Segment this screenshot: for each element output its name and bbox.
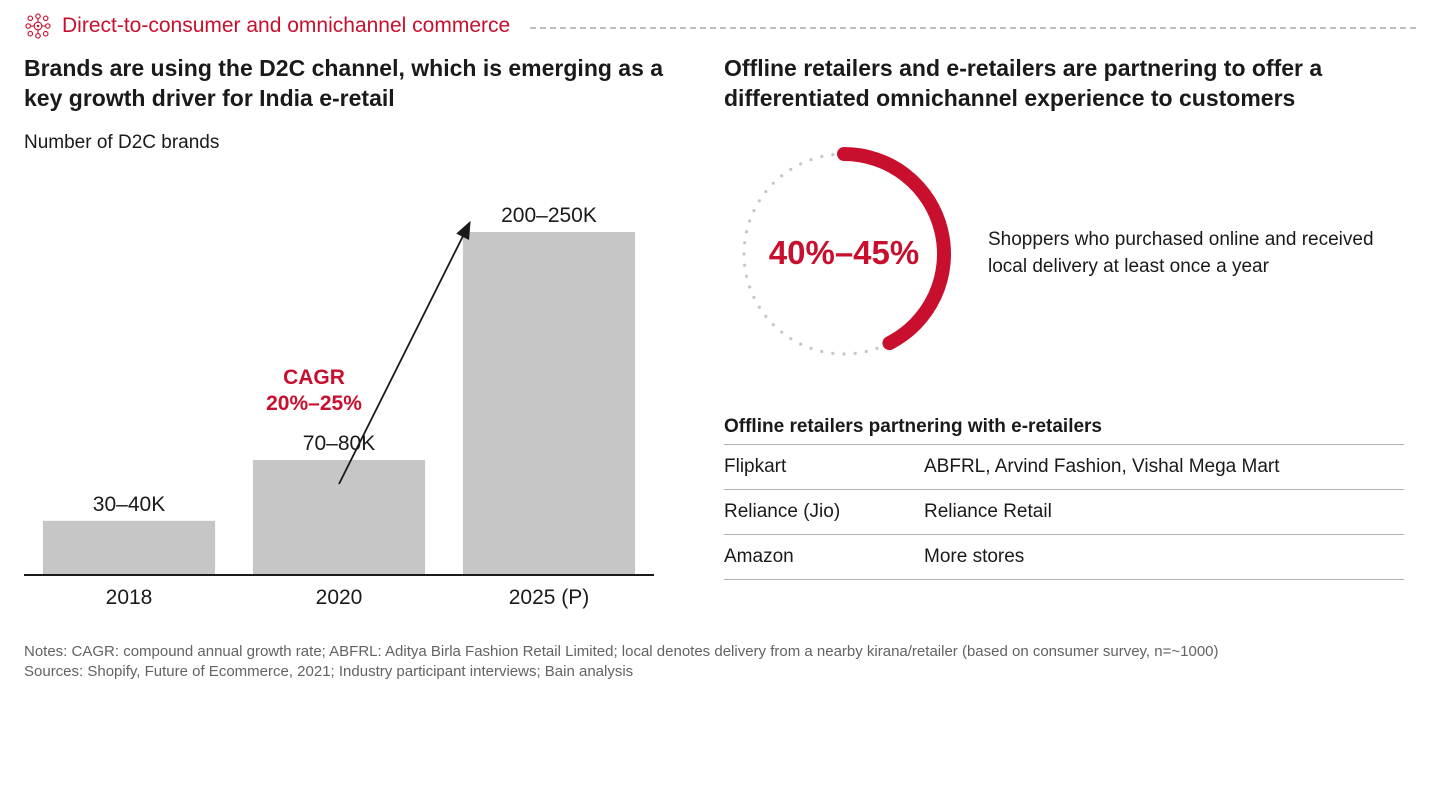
donut-dot xyxy=(854,352,857,355)
footer-sources: Sources: Shopify, Future of Ecommerce, 2… xyxy=(24,662,1416,682)
header-title: Direct-to-consumer and omnichannel comme… xyxy=(62,14,510,38)
donut-dot xyxy=(743,241,746,244)
donut-dot xyxy=(745,274,748,277)
donut-dot xyxy=(789,337,792,340)
cagr-arrow xyxy=(339,224,469,484)
chart-subtitle: Number of D2C brands xyxy=(24,132,664,154)
table-row: AmazonMore stores xyxy=(724,534,1404,579)
donut-dot xyxy=(758,199,761,202)
donut-gauge: 40%–45% xyxy=(724,134,964,374)
donut-dot xyxy=(831,352,834,355)
donut-dot xyxy=(820,350,823,353)
partner-table: FlipkartABFRL, Arvind Fashion, Vishal Me… xyxy=(724,444,1404,580)
donut-dot xyxy=(772,181,775,184)
footer-notes: Notes: CAGR: compound annual growth rate… xyxy=(24,642,1416,662)
donut-dot xyxy=(780,174,783,177)
content: Brands are using the D2C channel, which … xyxy=(24,54,1416,614)
donut-dot xyxy=(831,153,834,156)
partner-offline: ABFRL, Arvind Fashion, Vishal Mega Mart xyxy=(924,444,1404,489)
bar-category-label: 2018 xyxy=(106,586,153,609)
header-row: Direct-to-consumer and omnichannel comme… xyxy=(24,12,1416,40)
header-dash-line xyxy=(530,27,1416,29)
partner-offline: More stores xyxy=(924,534,1404,579)
donut-dot xyxy=(789,168,792,171)
donut-dot xyxy=(748,285,751,288)
donut-dot xyxy=(820,155,823,158)
bar xyxy=(463,232,635,574)
donut-dot xyxy=(875,347,878,350)
bar-value-label: 70–80K xyxy=(303,432,375,455)
donut-dot xyxy=(764,315,767,318)
bar xyxy=(43,521,215,574)
donut-dot xyxy=(809,347,812,350)
left-panel: Brands are using the D2C channel, which … xyxy=(24,54,664,614)
donut-dot xyxy=(780,330,783,333)
donut-percent-label: 40%–45% xyxy=(769,234,919,271)
donut-row: 40%–45% Shoppers who purchased online an… xyxy=(724,134,1404,374)
table-row: FlipkartABFRL, Arvind Fashion, Vishal Me… xyxy=(724,444,1404,489)
partner-eretailer: Amazon xyxy=(724,534,924,579)
donut-description: Shoppers who purchased online and receiv… xyxy=(988,227,1404,280)
right-title: Offline retailers and e-retailers are pa… xyxy=(724,54,1404,114)
partner-eretailer: Flipkart xyxy=(724,444,924,489)
partner-table-title: Offline retailers partnering with e-reta… xyxy=(724,416,1404,438)
donut-dot xyxy=(743,263,746,266)
donut-dot xyxy=(799,162,802,165)
donut-dot xyxy=(745,230,748,233)
cagr-label-line2: 20%–25% xyxy=(266,392,362,415)
bar-chart: 30–40K 2018 70–80K 2020 200–250K 2025 (P) CAGR… xyxy=(24,164,664,614)
donut-dot xyxy=(865,350,868,353)
table-row: Reliance (Jio)Reliance Retail xyxy=(724,489,1404,534)
donut-dot xyxy=(764,190,767,193)
left-title: Brands are using the D2C channel, which … xyxy=(24,54,664,114)
bar xyxy=(253,460,425,574)
donut-dot xyxy=(752,296,755,299)
network-icon xyxy=(24,12,52,40)
donut-dot xyxy=(752,209,755,212)
bar-category-label: 2025 (P) xyxy=(509,586,590,609)
bar-value-label: 200–250K xyxy=(501,204,597,227)
bar-value-label: 30–40K xyxy=(93,493,165,516)
donut-dot xyxy=(842,352,845,355)
donut-dot xyxy=(772,323,775,326)
partner-eretailer: Reliance (Jio) xyxy=(724,489,924,534)
donut-dot xyxy=(758,305,761,308)
footer: Notes: CAGR: compound annual growth rate… xyxy=(24,642,1416,683)
donut-dot xyxy=(809,158,812,161)
bar-category-label: 2020 xyxy=(316,586,363,609)
partner-offline: Reliance Retail xyxy=(924,489,1404,534)
donut-dot xyxy=(748,219,751,222)
right-panel: Offline retailers and e-retailers are pa… xyxy=(724,54,1404,614)
donut-dot xyxy=(799,342,802,345)
donut-dot xyxy=(742,252,745,255)
cagr-label-line1: CAGR xyxy=(283,366,345,389)
